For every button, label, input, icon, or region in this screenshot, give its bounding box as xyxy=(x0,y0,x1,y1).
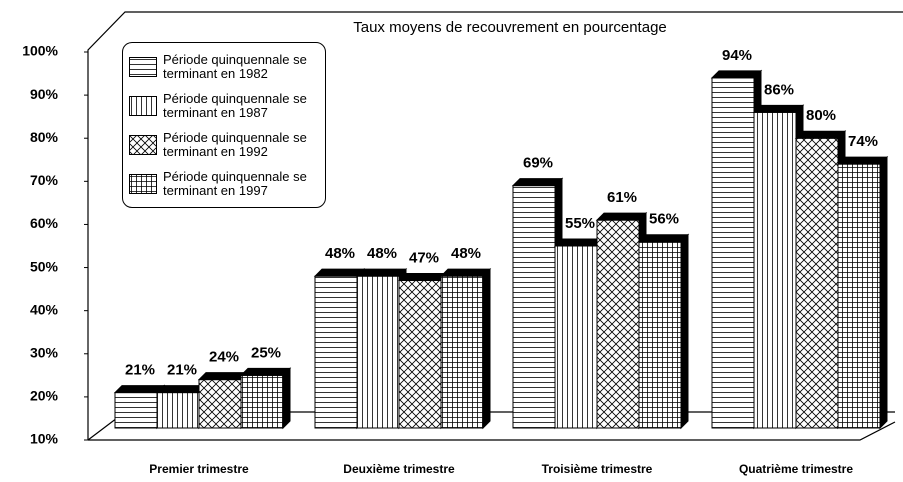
bar-front xyxy=(711,77,755,429)
bar-front xyxy=(198,379,242,429)
legend-swatch xyxy=(129,173,157,194)
data-label: 48% xyxy=(367,245,397,262)
bar-front xyxy=(795,137,839,429)
bar-top xyxy=(439,268,492,277)
bar xyxy=(836,155,889,430)
bar-front xyxy=(356,275,400,429)
x-tick-label: Premier trimestre xyxy=(149,462,249,476)
bar-top xyxy=(794,130,847,139)
bar-top xyxy=(637,234,690,243)
x-tick-label: Quatrième trimestre xyxy=(739,462,853,476)
y-tick-label: 50% xyxy=(30,258,59,274)
bar xyxy=(637,233,690,430)
legend-entry: Période quinquennale se terminant en 199… xyxy=(129,125,319,164)
legend-label: Période quinquennale se terminant en 199… xyxy=(163,129,307,159)
legend: Période quinquennale se terminant en 198… xyxy=(122,42,326,208)
bar-front xyxy=(753,111,797,429)
y-tick-label: 20% xyxy=(30,388,59,404)
bar-front xyxy=(314,275,358,429)
bar xyxy=(553,237,606,430)
y-tick-label: 90% xyxy=(30,86,59,102)
bar-front xyxy=(596,219,640,429)
data-label: 48% xyxy=(451,245,481,262)
data-label: 80% xyxy=(806,107,836,124)
data-label: 86% xyxy=(764,81,794,98)
bar-front xyxy=(440,275,484,429)
y-tick-label: 100% xyxy=(22,43,58,59)
bar-side xyxy=(482,267,491,430)
data-label: 69% xyxy=(523,155,553,172)
y-tick-label: 60% xyxy=(30,215,59,231)
legend-swatch xyxy=(129,95,157,116)
data-label: 47% xyxy=(409,249,439,266)
data-label: 74% xyxy=(848,133,878,150)
y-tick-label: 40% xyxy=(30,301,59,317)
legend-entry: Période quinquennale se terminant en 199… xyxy=(129,164,319,203)
data-label: 25% xyxy=(251,344,281,361)
bar-top xyxy=(595,212,648,221)
data-label: 24% xyxy=(209,349,239,366)
y-tick-label: 10% xyxy=(30,431,59,447)
legend-swatch-rect xyxy=(129,173,157,194)
legend-swatch-rect xyxy=(129,56,157,77)
data-label: 56% xyxy=(649,211,679,228)
x-tick-label: Deuxième trimestre xyxy=(343,462,455,476)
data-label: 61% xyxy=(607,189,637,206)
bar-top xyxy=(355,268,408,277)
bar-top xyxy=(239,367,292,376)
data-label: 48% xyxy=(325,245,355,262)
legend-label: Période quinquennale se terminant en 199… xyxy=(163,168,307,198)
legend-swatch xyxy=(129,134,157,155)
legend-swatch-rect xyxy=(129,134,157,155)
bar-top xyxy=(313,268,366,277)
bar-front xyxy=(512,185,556,429)
bar-front xyxy=(837,163,881,429)
data-label: 21% xyxy=(167,362,197,379)
bar-front xyxy=(554,245,598,429)
x-tick-label: Troisième trimestre xyxy=(542,462,653,476)
y-tick-label: 80% xyxy=(30,129,59,145)
legend-swatch-rect xyxy=(129,95,157,116)
bar-front xyxy=(638,241,682,429)
data-label: 21% xyxy=(125,362,155,379)
bar-top xyxy=(511,178,564,187)
bar-side xyxy=(680,233,689,430)
bar-side xyxy=(282,367,291,430)
legend-swatch xyxy=(129,56,157,77)
legend-label: Période quinquennale se terminant en 198… xyxy=(163,51,307,81)
legend-label: Période quinquennale se terminant en 198… xyxy=(163,90,307,120)
y-tick-label: 30% xyxy=(30,344,59,360)
legend-entry: Période quinquennale se terminant en 198… xyxy=(129,86,319,125)
legend-entry: Période quinquennale se terminant en 198… xyxy=(129,47,319,86)
data-label: 94% xyxy=(722,47,752,64)
bar xyxy=(239,367,292,430)
bar-front xyxy=(156,392,200,429)
bar-top xyxy=(836,156,889,165)
bar-front xyxy=(114,392,158,429)
bar-top xyxy=(752,104,805,113)
y-tick-label: 70% xyxy=(30,172,59,188)
bar-top xyxy=(113,385,166,394)
bar-side xyxy=(879,155,888,430)
bar xyxy=(439,267,492,430)
chart-title: Taux moyens de recouvrement en pourcenta… xyxy=(353,19,667,36)
data-label: 55% xyxy=(565,215,595,232)
bar-front xyxy=(398,279,442,429)
bar-top xyxy=(710,70,763,79)
bar-front xyxy=(240,374,284,429)
